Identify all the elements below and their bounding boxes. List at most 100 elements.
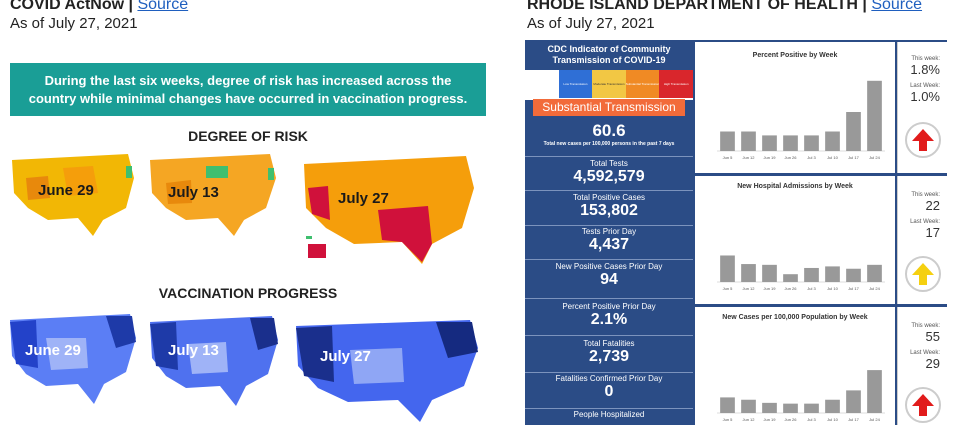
bar	[846, 112, 861, 151]
chart-hospital-admissions: New Hospital Admissions by Week Jun 5 Jun…	[695, 176, 895, 304]
chart-new-cases: New Cases per 100,000 Population by Week…	[695, 307, 895, 425]
risk-title: DEGREE OF RISK	[188, 128, 308, 144]
x-tick-label: Jun 12	[742, 417, 755, 422]
bar	[762, 135, 777, 151]
chart-percent-positive: Percent Positive by Week Jun 5 Jun 12 Jun …	[695, 42, 895, 173]
ri-date: As of July 27, 2021	[527, 15, 655, 32]
bar	[720, 255, 735, 282]
bar	[825, 266, 840, 282]
actnow-date: As of July 27, 2021	[10, 15, 138, 32]
actnow-source-link[interactable]: Source	[137, 0, 189, 13]
bar	[804, 403, 819, 413]
ri-header: RHODE ISLAND DEPARTMENT OF HEALTH | Sour…	[527, 0, 922, 14]
ri-source-link[interactable]: Source	[871, 0, 923, 13]
x-tick-label: Jul 17	[848, 155, 859, 160]
bar	[804, 135, 819, 151]
x-tick-label: Jun 19	[763, 155, 776, 160]
vacc-title: VACCINATION PROGRESS	[158, 285, 338, 301]
x-tick-label: Jun 12	[742, 155, 755, 160]
bar	[762, 402, 777, 413]
bar	[783, 274, 798, 282]
vacc-map-july13	[146, 310, 286, 410]
stat-hospitalized: People Hospitalized	[525, 408, 693, 426]
x-tick-label: Jun 5	[723, 286, 734, 291]
vacc-label-3: July 27	[320, 348, 371, 365]
x-tick-label: Jul 24	[869, 417, 880, 422]
x-tick-label: Jul 10	[827, 155, 838, 160]
x-tick-label: Jun 26	[784, 155, 797, 160]
x-tick-label: Jun 19	[763, 286, 776, 291]
risk-map-july13	[146, 148, 281, 238]
risk-label-1: June 29	[38, 182, 94, 199]
cdc-levels: Low Transmission Moderate Transmission S…	[525, 70, 693, 98]
chart-title-percent-positive: Percent Positive by Week	[752, 52, 838, 59]
this-week-value: 1.8%	[910, 62, 940, 77]
x-tick-label: Jun 5	[723, 155, 734, 160]
risk-label-3: July 27	[338, 190, 389, 207]
cdc-level-high: High Transmission	[659, 70, 693, 98]
summary-banner: During the last six weeks, degree of ris…	[10, 63, 486, 116]
stat-total-fatalities: Total Fatalities 2,739	[525, 335, 693, 372]
bar	[783, 403, 798, 413]
bar	[720, 397, 735, 413]
vacc-label-1: June 29	[25, 342, 81, 359]
x-tick-label: Jul 24	[869, 286, 880, 291]
x-tick-label: Jul 17	[848, 417, 859, 422]
ri-title: RHODE ISLAND DEPARTMENT OF HEALTH |	[527, 0, 872, 13]
vacc-map-june29	[6, 308, 141, 408]
chart-title-hospital: New Hospital Admissions by Week	[737, 183, 853, 190]
x-tick-label: Jul 10	[827, 286, 838, 291]
transmission-level: Substantial Transmission	[533, 99, 685, 116]
risk-map-june29	[8, 148, 138, 238]
bar	[762, 264, 777, 282]
bar	[846, 268, 861, 282]
last-week-label: Last Week:	[910, 83, 940, 89]
bar	[741, 264, 756, 282]
bar	[867, 370, 882, 413]
bar	[741, 399, 756, 413]
stat-fatalities-prior-day: Fatalities Confirmed Prior Day 0	[525, 372, 693, 408]
stat-case-rate: 60.6 Total new cases per 100,000 persons…	[543, 121, 675, 147]
risk-map-july27	[298, 148, 480, 268]
bars-percent-positive: Jun 5 Jun 12 Jun 19 Jun 26 Jul 3 Jul 10 Jul 17…	[717, 80, 885, 160]
x-tick-label: Jul 17	[848, 286, 859, 291]
cdc-level-moderate: Moderate Transmission	[592, 70, 626, 98]
x-tick-label: Jun 5	[723, 417, 734, 422]
x-tick-label: Jun 26	[784, 286, 797, 291]
cdc-indicator: CDC Indicator of Community Transmission o…	[525, 42, 693, 100]
x-tick-label: Jul 24	[869, 155, 880, 160]
cdc-level-substantial: Substantial Transmission	[625, 70, 660, 98]
x-tick-label: Jun 26	[784, 417, 797, 422]
trend-up-yellow-icon	[905, 256, 941, 292]
stat-total-tests: Total Tests 4,592,579	[525, 156, 693, 190]
trend-up-red-icon	[905, 122, 941, 158]
bars-new-cases: Jun 5 Jun 12 Jun 19 Jun 26 Jul 3 Jul 10 Jul 17…	[717, 370, 885, 422]
vacc-label-2: July 13	[168, 342, 219, 359]
bar	[741, 131, 756, 151]
stats-column: CDC Indicator of Community Transmission o…	[525, 40, 693, 425]
x-tick-label: Jul 3	[807, 155, 816, 160]
bars-hospital-admissions: Jun 5 Jun 12 Jun 19 Jun 26 Jul 3 Jul 10 Jul 17…	[717, 255, 885, 291]
panel-hospital: This week: 22 Last Week: 17	[897, 176, 948, 304]
banner-line-1: During the last six weeks, degree of ris…	[44, 72, 452, 88]
bar	[825, 131, 840, 151]
cdc-level-low: Low Transmission	[558, 70, 593, 98]
panel-new-cases: This week: 55 Last Week: 29	[897, 307, 948, 425]
bar	[720, 131, 735, 151]
bar	[867, 80, 882, 151]
bar	[846, 390, 861, 413]
actnow-title: COVID ActNow |	[10, 0, 138, 13]
stat-new-positive: New Positive Cases Prior Day 94	[525, 259, 693, 298]
ri-dashboard: CDC Indicator of Community Transmission o…	[525, 40, 948, 425]
cdc-legend	[525, 70, 559, 98]
risk-label-2: July 13	[168, 184, 219, 201]
stat-total-positive: Total Positive Cases 153,802	[525, 190, 693, 225]
bar	[825, 399, 840, 413]
x-tick-label: Jul 10	[827, 417, 838, 422]
bar	[867, 264, 882, 282]
panel-percent-positive: This week: 1.8% Last Week: 1.0%	[897, 42, 948, 173]
bar	[783, 135, 798, 151]
chart-title-new-cases: New Cases per 100,000 Population by Week	[722, 314, 868, 321]
cdc-title: CDC Indicator of Community Transmission o…	[525, 42, 693, 70]
last-week-value: 1.0%	[910, 89, 940, 104]
